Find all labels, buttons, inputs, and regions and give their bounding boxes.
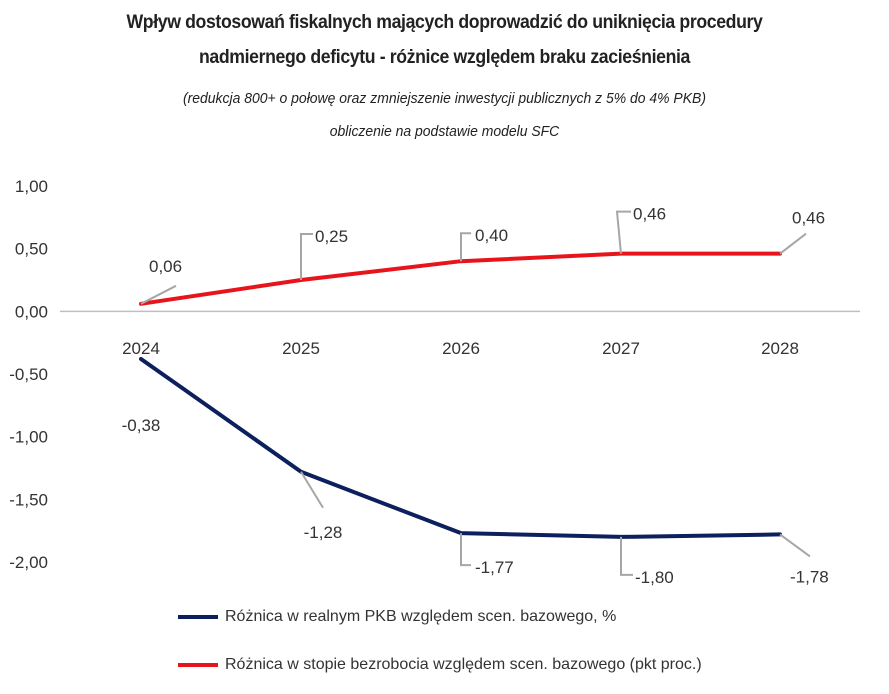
- chart-title-line-1: Wpływ dostosowań fiskalnych mających dop…: [126, 12, 763, 33]
- x-tick-label: 2025: [282, 339, 320, 358]
- data-label-unemployment: 0,25: [315, 227, 348, 246]
- data-label-unemployment: 0,40: [475, 226, 508, 245]
- y-tick-label: -1,00: [9, 428, 48, 447]
- legend-swatch-unemployment: [178, 663, 218, 667]
- y-tick-label: 0,00: [15, 302, 48, 321]
- leader-line-gdp: [620, 536, 633, 576]
- leader-line-gdp: [460, 533, 471, 567]
- x-tick-label: 2027: [602, 339, 640, 358]
- legend-item-unemployment: Różnica w stopie bezrobocia względem sce…: [178, 656, 702, 674]
- data-label-unemployment: 0,06: [149, 257, 182, 276]
- chart-subtitle-line-2: obliczenie na podstawie modelu SFC: [329, 123, 560, 140]
- data-label-gdp: -1,80: [635, 568, 674, 587]
- data-label-gdp: -1,78: [790, 567, 829, 586]
- y-tick-label: -0,50: [9, 365, 48, 384]
- series-line-gdp: [139, 356, 782, 539]
- legend-label-unemployment: Różnica w stopie bezrobocia względem sce…: [225, 656, 702, 673]
- leader-line-unemployment: [779, 232, 807, 255]
- y-tick-label: 1,00: [15, 177, 48, 196]
- y-tick-label: 0,50: [15, 240, 48, 259]
- legend-swatch-gdp: [178, 615, 218, 619]
- x-tick-label: 2028: [761, 339, 799, 358]
- y-tick-label: -2,00: [9, 553, 48, 572]
- legend-item-gdp: Różnica w realnym PKB względem scen. baz…: [178, 608, 616, 626]
- leader-line-unemployment: [615, 210, 631, 254]
- legend-label-gdp: Różnica w realnym PKB względem scen. baz…: [225, 608, 617, 625]
- x-tick-label: 2024: [122, 339, 160, 358]
- x-tick-label: 2026: [442, 339, 480, 358]
- chart-title-line-2: nadmiernego deficytu - różnice względem …: [198, 47, 690, 68]
- y-tick-label: -1,50: [9, 490, 48, 509]
- chart-subtitle-line-1: (redukcja 800+ o połowę oraz zmniejszeni…: [182, 90, 707, 107]
- data-label-gdp: -0,38: [122, 416, 161, 435]
- data-label-gdp: -1,77: [475, 558, 514, 577]
- leader-line-gdp: [300, 471, 324, 509]
- data-label-unemployment: 0,46: [633, 205, 666, 224]
- data-label-gdp: -1,28: [304, 523, 343, 542]
- leader-line-unemployment: [140, 284, 177, 305]
- leader-line-gdp: [779, 533, 811, 558]
- leader-line-unemployment: [460, 232, 471, 262]
- leader-line-unemployment: [300, 233, 313, 280]
- data-label-unemployment: 0,46: [792, 209, 825, 228]
